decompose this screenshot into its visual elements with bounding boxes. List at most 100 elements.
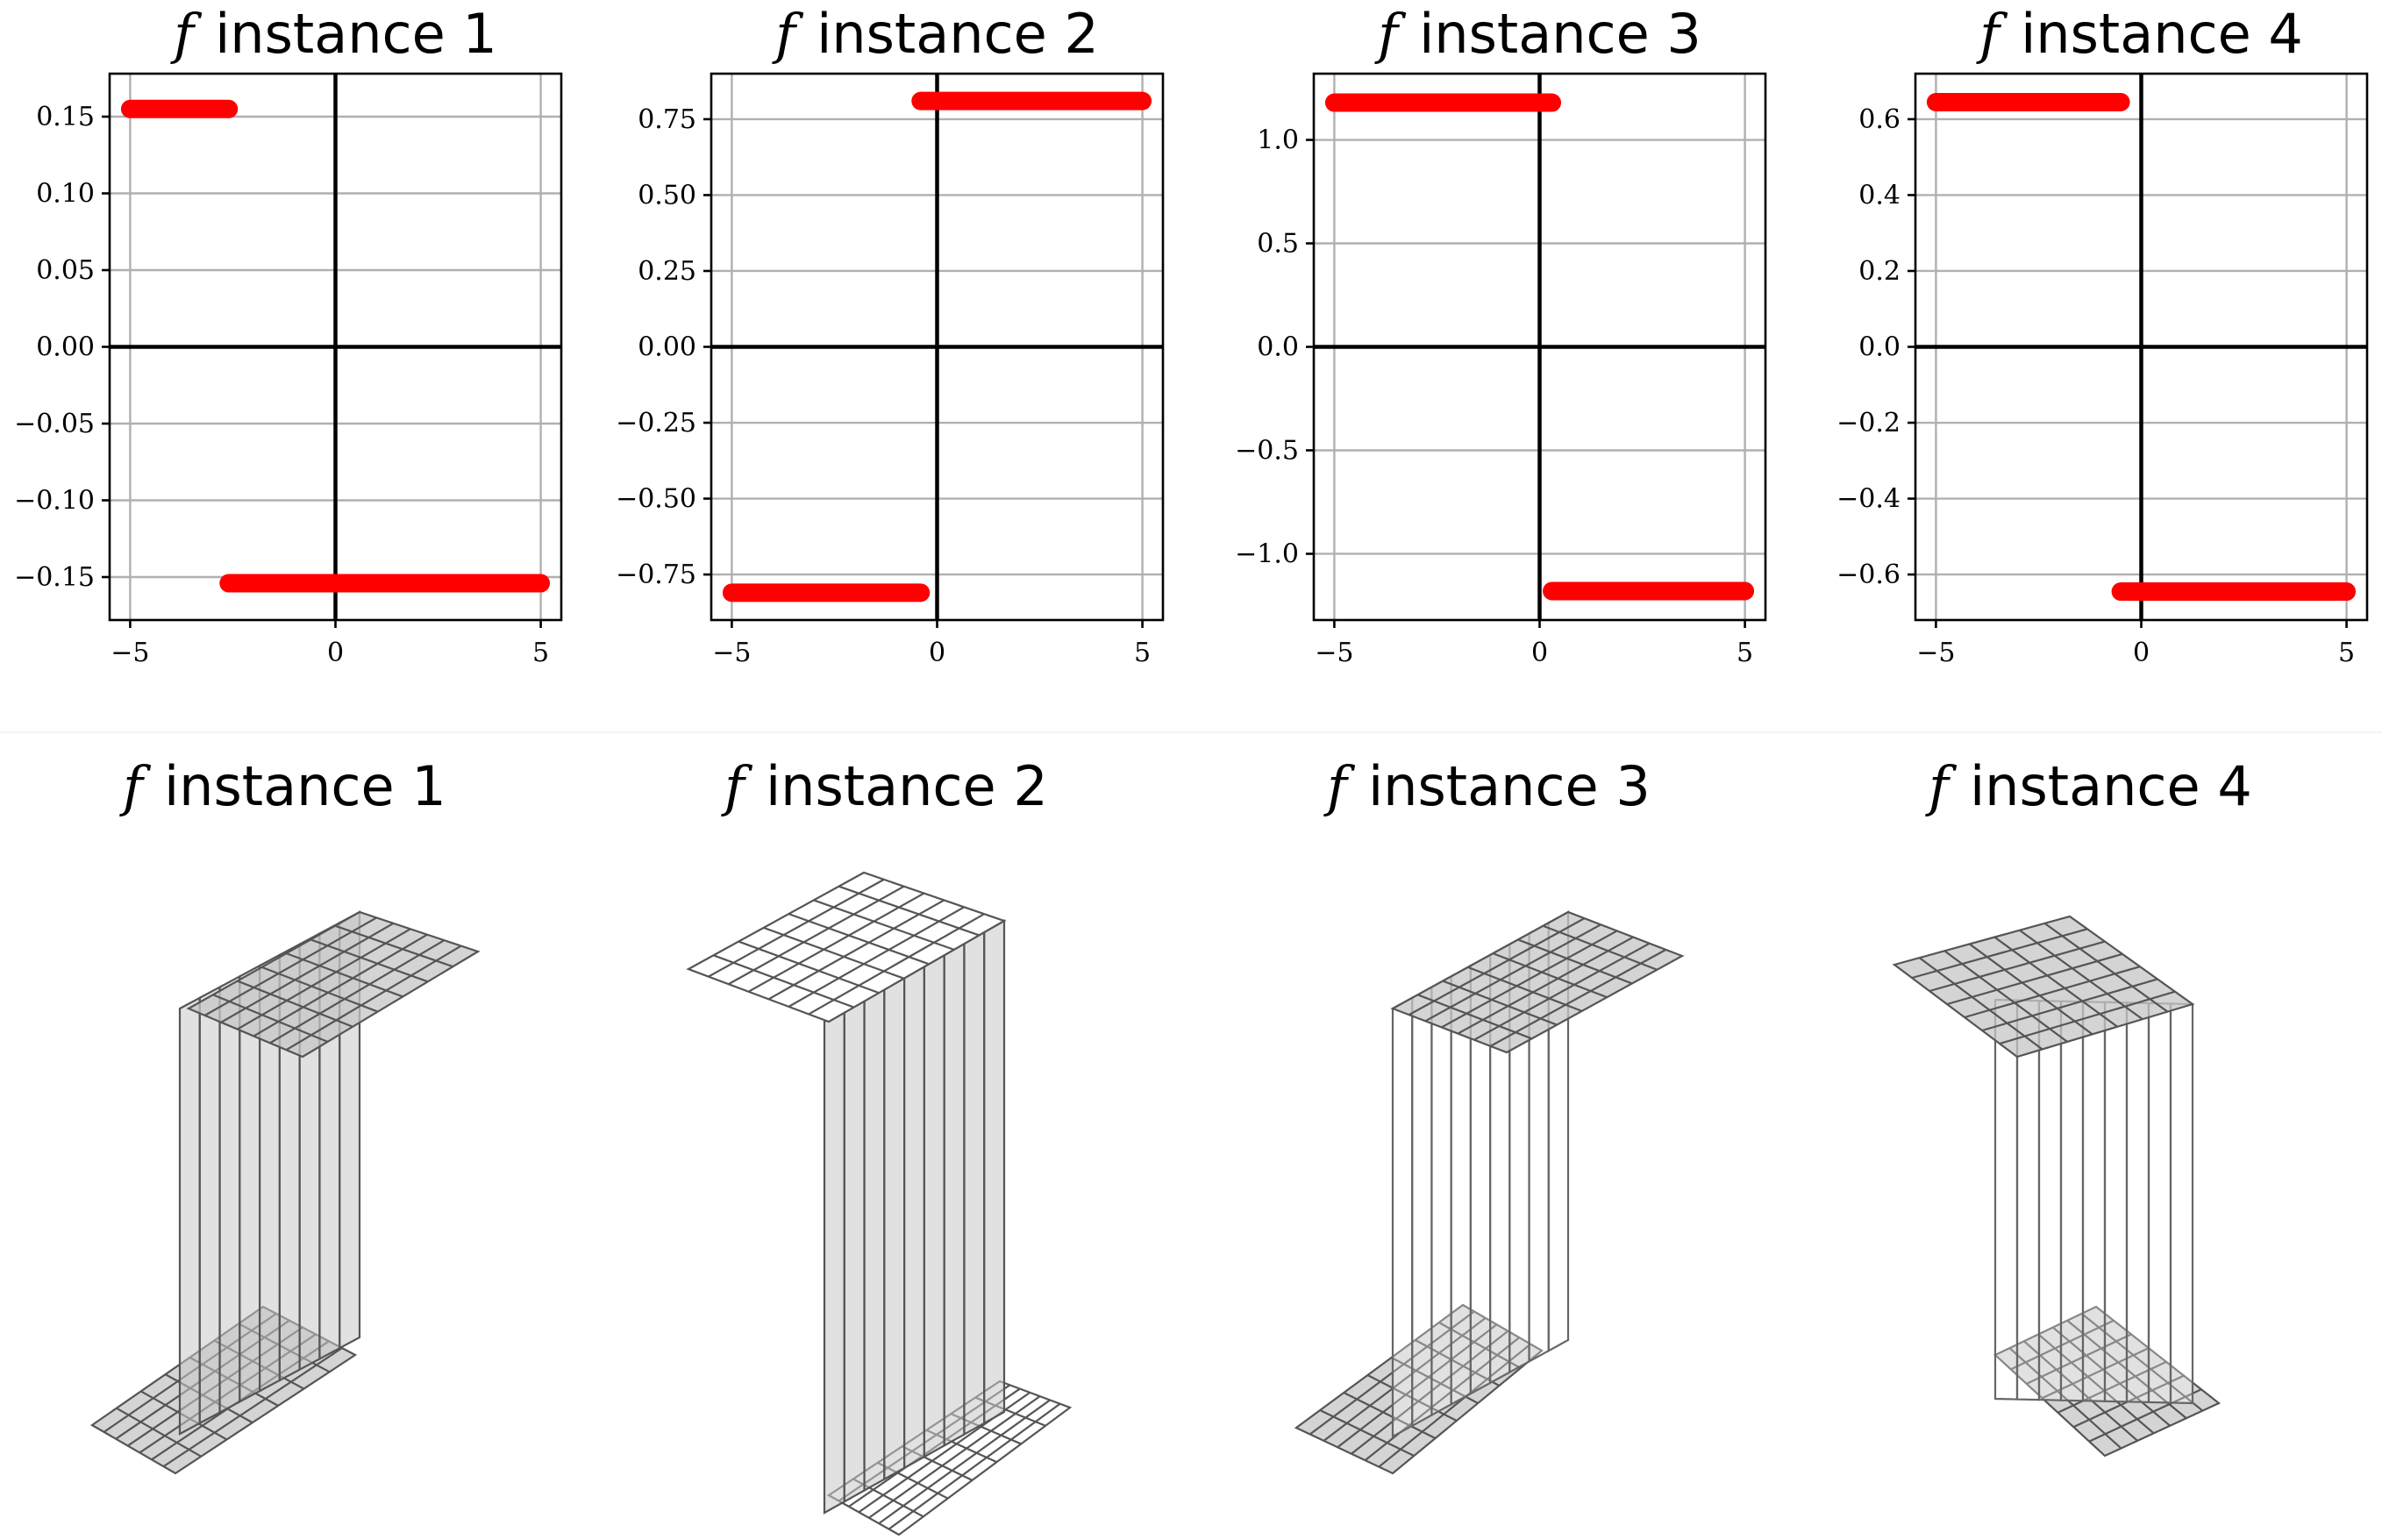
surface-wall-strip <box>843 997 866 1504</box>
surface-gridline <box>1911 928 2088 980</box>
surface-gridline <box>1473 942 1651 1041</box>
surface-gridline <box>204 916 377 1016</box>
surface-gridline <box>1993 936 2118 1028</box>
surface-gridline <box>334 924 453 968</box>
surface-gridline <box>763 926 905 980</box>
y-tick-label: −0.75 <box>616 560 696 590</box>
surface-gridline <box>708 878 885 978</box>
chart-title-symbol: f <box>1374 2 1407 66</box>
surface-title-text: instance 1 <box>164 754 446 818</box>
surface-plot-3: f instance 3 <box>1294 754 1685 1475</box>
surface-gridline <box>1351 1330 1509 1455</box>
surface-gridline <box>1343 1392 1437 1439</box>
surface-wall-strip <box>2103 1001 2129 1403</box>
chart-title-text: instance 4 <box>2021 2 2303 66</box>
surface-gridline <box>1438 1322 1522 1369</box>
surface-gridline <box>286 952 403 998</box>
y-tick-label: −0.50 <box>616 484 696 515</box>
surface-wall-strip <box>198 985 221 1425</box>
surface-title: f instance 3 <box>1323 754 1651 818</box>
row-divider <box>0 731 2382 733</box>
surface-gridline <box>1946 952 2123 1006</box>
surface-plane <box>1390 910 1685 1054</box>
surface-gridline <box>220 922 395 1023</box>
surface-wall-strip <box>963 930 986 1437</box>
surface-wall-strip <box>2015 999 2041 1401</box>
surface-gridline <box>2052 1326 2171 1427</box>
surface-wall-strip <box>2037 999 2063 1401</box>
surface-gridline <box>1999 990 2176 1045</box>
surface-gridline <box>237 928 411 1030</box>
surface-gridline <box>1319 1409 1415 1457</box>
surface-gridline <box>2010 1319 2115 1371</box>
chart-title: f instance 1 <box>170 2 497 66</box>
x-tick-label: −5 <box>1315 638 1353 668</box>
surface-plane <box>1892 915 2195 1059</box>
chart-title: f instance 3 <box>1374 2 1701 66</box>
surface-wall-strip <box>923 952 945 1458</box>
surface-gridline <box>1417 994 1532 1040</box>
surface-gridline <box>868 1395 1041 1519</box>
x-tick-label: −5 <box>712 638 751 668</box>
surface-gridline <box>1492 952 1608 999</box>
surface-gridline <box>1517 938 1633 985</box>
chart-title-text: instance 1 <box>215 2 497 66</box>
y-tick-label: −0.15 <box>14 562 95 593</box>
y-tick-label: 0.00 <box>36 332 95 363</box>
surface-gridline <box>2043 922 2169 1013</box>
surface-title-text: instance 3 <box>1368 754 1651 818</box>
y-tick-label: −0.4 <box>1836 484 1901 515</box>
y-tick-label: 0.10 <box>36 179 95 210</box>
surface-gridline <box>878 1399 1051 1525</box>
surface-gridline <box>1415 1339 1500 1387</box>
surface-wall-strip <box>903 964 925 1470</box>
x-tick-label: 0 <box>327 638 344 668</box>
surface-gridline <box>728 885 905 986</box>
x-tick-label: 0 <box>1531 638 1548 668</box>
surface-wall-strip <box>2169 1002 2194 1405</box>
line-chart-3: f instance 3 −5 0 5 1.0 0.5 0.0 −0.5 −1.0 <box>1235 2 1767 668</box>
surface-gridline <box>888 1402 1061 1530</box>
surface-gridline <box>2080 1312 2204 1412</box>
y-tick-label: 0.00 <box>638 332 696 363</box>
surface-gridline <box>1943 950 2068 1043</box>
x-tick-label: 5 <box>1737 638 1753 668</box>
surface-gridline <box>2026 1333 2132 1385</box>
chart-title-symbol: f <box>772 2 804 66</box>
y-tick-label: 0.15 <box>36 102 95 132</box>
surface-wall-strip <box>943 941 966 1448</box>
surface-gridline <box>1391 1357 1479 1404</box>
y-tick-label: 0.0 <box>1257 332 1299 363</box>
x-tick-label: 0 <box>2133 638 2150 668</box>
surface-gridline <box>767 899 945 1001</box>
surface-gridline <box>1981 978 2158 1032</box>
surface-wall-strip <box>823 1009 845 1515</box>
surface-gridline <box>838 885 980 937</box>
surface-gridline <box>1489 948 1666 1047</box>
line-chart-2: f instance 2 −5 0 5 0.75 0.50 0.25 0.00 −0.25 −0.5… <box>616 2 1165 668</box>
chart-title-text: instance 3 <box>1419 2 1701 66</box>
chart-title: f instance 2 <box>772 2 1099 66</box>
y-tick-label: −0.2 <box>1836 408 1901 438</box>
surface-wall-strip <box>1993 998 2019 1401</box>
x-tick-label: 0 <box>929 638 945 668</box>
surface-wall-strip <box>218 974 241 1415</box>
surface-wall-strip <box>2059 1000 2085 1402</box>
surface-title-text: instance 2 <box>766 754 1048 818</box>
surface-gridline <box>212 994 328 1043</box>
surface-gridline <box>1323 1316 1487 1442</box>
surface-gridline <box>1442 980 1558 1026</box>
surface-title-symbol: f <box>1925 754 1958 818</box>
x-tick-label: −5 <box>1916 638 1955 668</box>
x-tick-label: 5 <box>532 638 549 668</box>
surface-gridline <box>1969 943 2093 1036</box>
surface-gridline <box>269 939 445 1044</box>
y-tick-label: 0.05 <box>36 255 95 286</box>
y-tick-label: 0.50 <box>638 180 696 210</box>
surface-gridline <box>1964 966 2141 1019</box>
surface-gridline <box>2088 1388 2202 1443</box>
surface-gridline <box>1424 923 1601 1023</box>
surface-wall-strip <box>883 975 906 1481</box>
y-tick-label: −0.10 <box>14 486 95 517</box>
